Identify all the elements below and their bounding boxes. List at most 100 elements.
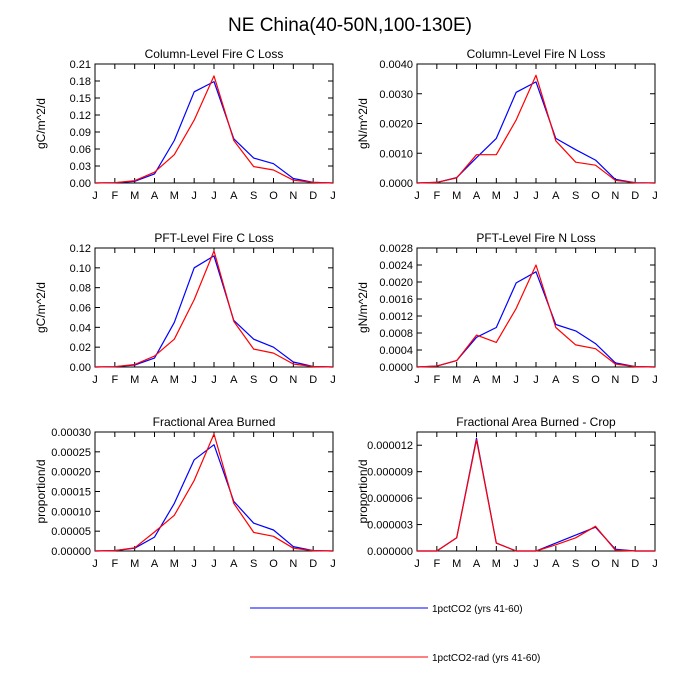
y-tick-label: 0.0040 — [379, 59, 413, 71]
x-tick-label: J — [414, 558, 420, 570]
y-tick-label: 0.00005 — [51, 526, 91, 538]
panel-title: Column-Level Fire C Loss — [145, 47, 284, 61]
x-tick-label: O — [591, 190, 600, 202]
x-tick-label: A — [552, 190, 560, 202]
x-tick-label: J — [533, 558, 539, 570]
x-tick-label: J — [414, 190, 420, 202]
y-tick-label: 0.02 — [70, 342, 91, 354]
y-tick-label: 0.0012 — [379, 311, 413, 323]
x-tick-label: J — [330, 190, 336, 202]
y-tick-label: 0.09 — [70, 127, 91, 139]
x-tick-label: J — [211, 190, 217, 202]
x-tick-label: J — [652, 374, 658, 386]
x-tick-label: D — [309, 190, 317, 202]
y-tick-label: 0.000012 — [367, 440, 413, 452]
x-tick-label: M — [492, 190, 501, 202]
y-tick-label: 0.00010 — [51, 506, 91, 518]
x-tick-label: M — [492, 374, 501, 386]
y-tick-label: 0.0000 — [379, 178, 413, 190]
x-tick-label: J — [533, 190, 539, 202]
x-tick-label: M — [130, 374, 139, 386]
series-line-1pctco2-rad — [417, 439, 655, 552]
x-tick-label: M — [452, 558, 461, 570]
x-tick-label: J — [330, 558, 336, 570]
y-tick-label: 0.0028 — [379, 243, 413, 255]
x-tick-label: F — [111, 558, 118, 570]
x-tick-label: A — [151, 374, 159, 386]
x-tick-label: N — [611, 558, 619, 570]
y-tick-label: 0.03 — [70, 161, 91, 173]
series-line-1pctco2 — [417, 437, 655, 552]
x-tick-label: J — [414, 374, 420, 386]
x-tick-label: N — [289, 190, 297, 202]
y-tick-label: 0.10 — [70, 263, 91, 275]
y-tick-label: 0.0000 — [379, 362, 413, 374]
x-tick-label: J — [330, 374, 336, 386]
x-tick-label: M — [492, 558, 501, 570]
y-tick-label: 0.21 — [70, 59, 91, 71]
x-tick-label: M — [170, 190, 179, 202]
x-tick-label: A — [230, 374, 238, 386]
y-axis-label: gN/m^2/d — [356, 282, 370, 333]
y-axis-label: proportion/d — [34, 459, 48, 523]
y-axis-label: gN/m^2/d — [356, 98, 370, 149]
plot-frame — [416, 431, 656, 552]
y-tick-label: 0.06 — [70, 303, 91, 315]
plot-frame — [94, 431, 334, 552]
y-tick-label: 0.0008 — [379, 328, 413, 340]
x-tick-label: J — [513, 374, 519, 386]
y-tick-label: 0.00 — [70, 362, 91, 374]
y-tick-label: 0.000003 — [367, 520, 413, 532]
x-tick-label: M — [130, 190, 139, 202]
y-tick-label: 0.00015 — [51, 487, 91, 499]
y-axis-label: gC/m^2/d — [34, 98, 48, 149]
series-line-1pctco2-rad — [416, 74, 656, 184]
series-line-1pctco2-rad — [94, 250, 334, 368]
series-line-1pctco2 — [94, 444, 334, 552]
x-tick-label: J — [652, 558, 658, 570]
x-tick-label: J — [191, 190, 197, 202]
y-tick-label: 0.06 — [70, 144, 91, 156]
x-tick-label: A — [151, 558, 159, 570]
x-tick-label: A — [473, 190, 481, 202]
x-tick-label: A — [230, 558, 238, 570]
series-line-1pctco2-rad — [94, 75, 334, 184]
x-tick-label: M — [170, 558, 179, 570]
panel-title: PFT-Level Fire C Loss — [154, 231, 273, 245]
x-tick-label: S — [250, 558, 257, 570]
x-tick-label: J — [191, 374, 197, 386]
y-tick-label: 0.08 — [70, 283, 91, 295]
y-tick-label: 0.00000 — [51, 546, 91, 558]
series-line-1pctco2 — [94, 255, 334, 368]
y-tick-label: 0.000009 — [367, 467, 413, 479]
x-tick-label: S — [572, 374, 579, 386]
y-tick-label: 0.00025 — [51, 447, 91, 459]
y-tick-label: 0.18 — [70, 76, 91, 88]
y-axis-label: gC/m^2/d — [34, 282, 48, 333]
x-tick-label: F — [433, 190, 440, 202]
x-tick-label: J — [211, 558, 217, 570]
y-tick-label: 0.0016 — [379, 294, 413, 306]
x-tick-label: O — [591, 374, 600, 386]
x-tick-label: N — [611, 374, 619, 386]
x-tick-label: J — [211, 374, 217, 386]
legend-label-1pctco2: 1pctCO2 (yrs 41-60) — [432, 604, 523, 615]
panel-title: Fractional Area Burned — [153, 415, 276, 429]
x-tick-label: A — [473, 558, 481, 570]
y-tick-label: 0.0024 — [379, 260, 413, 272]
x-tick-label: F — [111, 374, 118, 386]
panel-title: Fractional Area Burned - Crop — [456, 415, 616, 429]
x-tick-label: J — [513, 558, 519, 570]
x-tick-label: S — [572, 558, 579, 570]
x-tick-label: F — [433, 558, 440, 570]
x-tick-label: M — [130, 558, 139, 570]
x-tick-label: J — [533, 374, 539, 386]
x-tick-label: M — [452, 374, 461, 386]
x-tick-label: S — [572, 190, 579, 202]
y-tick-label: 0.12 — [70, 243, 91, 255]
x-tick-label: N — [289, 558, 297, 570]
